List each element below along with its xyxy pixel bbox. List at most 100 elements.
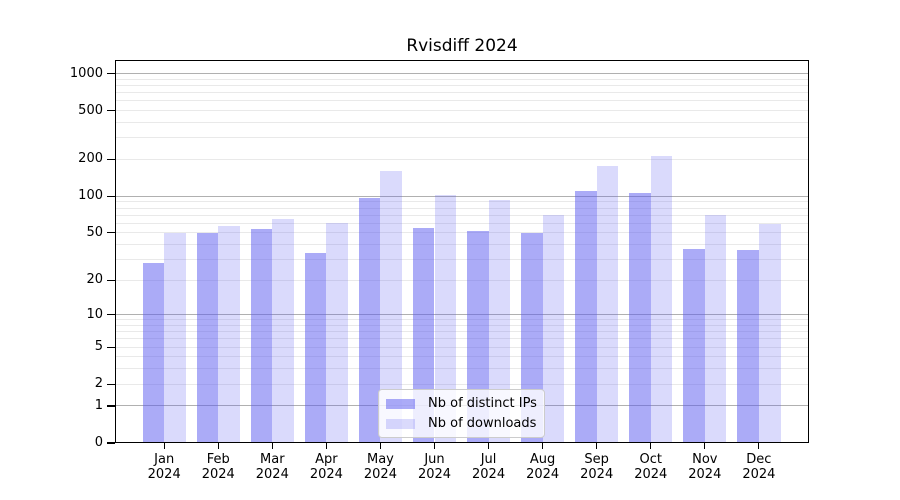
x-tick	[379, 443, 382, 449]
x-tick	[487, 443, 490, 449]
bar-distinct-ips-mar	[250, 228, 273, 443]
gridline	[115, 110, 809, 112]
x-label-year: 2024	[580, 467, 614, 482]
gridline	[115, 356, 809, 358]
x-tick	[704, 443, 706, 449]
x-tick	[217, 443, 219, 449]
gridline	[115, 78, 809, 80]
bar-downloads-aug	[542, 215, 565, 443]
y-tick	[107, 346, 115, 348]
y-tick-label: 0	[94, 435, 103, 450]
bar-distinct-ips-oct	[629, 192, 651, 443]
bar-distinct-ips-may	[358, 197, 381, 443]
bar-downloads-jun	[434, 194, 457, 443]
x-label-month: Mar	[260, 452, 285, 467]
plot-area: Nb of distinct IPs Nb of downloads	[115, 60, 809, 443]
bar-downloads-feb	[218, 225, 240, 443]
bar-distinct-ips-dec	[737, 249, 759, 443]
x-label-year: 2024	[742, 467, 776, 482]
gridline	[115, 243, 809, 245]
x-label-year: 2024	[634, 467, 668, 482]
bar-downloads-nov	[704, 215, 727, 443]
x-tick-label-sep: Sep 2024	[569, 452, 625, 482]
gridline	[115, 85, 809, 87]
legend: Nb of distinct IPs Nb of downloads	[378, 389, 545, 438]
gridline	[115, 319, 809, 321]
x-label-month: Nov	[692, 452, 718, 467]
y-tick	[107, 110, 115, 112]
x-label-month: Apr	[315, 452, 338, 467]
legend-label-downloads: Nb of downloads	[428, 416, 537, 431]
x-tick	[271, 443, 273, 449]
y-tick-label: 1000	[69, 65, 103, 81]
legend-item-downloads: Nb of downloads	[386, 416, 537, 431]
gridline	[115, 122, 809, 124]
y-tick	[107, 195, 115, 197]
x-tick	[433, 443, 436, 449]
gridline	[115, 279, 809, 281]
x-label-month: Jan	[154, 452, 175, 467]
bar-downloads-dec	[758, 224, 781, 443]
x-label-month: Oct	[639, 452, 662, 467]
gridline	[115, 346, 809, 348]
x-label-year: 2024	[201, 467, 235, 482]
bar-downloads-apr	[326, 223, 349, 443]
x-tick	[325, 443, 327, 449]
y-tick-label: 10	[86, 306, 103, 322]
gridline	[115, 201, 809, 203]
y-tick-label: 20	[86, 272, 103, 288]
y-tick	[107, 314, 115, 316]
bar-distinct-ips-nov	[683, 248, 705, 443]
x-label-month: Dec	[746, 452, 772, 467]
x-tick	[650, 443, 652, 449]
x-tick-label-jul: Jul 2024	[461, 452, 517, 482]
x-label-month: Jul	[480, 452, 497, 467]
gridline	[115, 314, 809, 316]
gridline	[115, 232, 809, 234]
gridline	[115, 368, 809, 370]
gridline	[115, 325, 809, 327]
y-tick	[107, 405, 115, 407]
x-tick-label-jan: Jan 2024	[136, 452, 192, 482]
x-label-month: Feb	[206, 452, 230, 467]
bar-distinct-ips-jan	[142, 262, 165, 443]
y-tick	[107, 158, 115, 161]
x-tick-label-apr: Apr 2024	[298, 452, 354, 482]
x-tick	[758, 443, 760, 449]
x-tick-label-oct: Oct 2024	[623, 452, 679, 482]
x-tick-label-mar: Mar 2024	[244, 452, 300, 482]
x-label-year: 2024	[688, 467, 722, 482]
bar-downloads-jan	[164, 232, 186, 443]
legend-swatch-downloads	[386, 418, 415, 429]
gridline	[115, 73, 809, 75]
x-label-year: 2024	[255, 467, 289, 482]
gridline	[115, 100, 809, 102]
bar-distinct-ips-apr	[304, 252, 327, 443]
gridline	[115, 214, 809, 216]
x-label-month: Aug	[529, 452, 556, 467]
x-label-year: 2024	[526, 467, 560, 482]
gridline	[115, 207, 809, 209]
gridline	[115, 195, 809, 197]
chart-title: Rvisdiff 2024	[406, 36, 518, 56]
gridline	[115, 383, 809, 385]
y-tick	[107, 73, 115, 75]
legend-label-distinct-ips: Nb of distinct IPs	[428, 396, 537, 411]
gridline	[115, 338, 809, 340]
bar-downloads-jul	[488, 200, 511, 443]
gridline	[115, 331, 809, 333]
x-tick	[542, 443, 544, 449]
bar-downloads-may	[380, 171, 403, 443]
bar-distinct-ips-sep	[574, 191, 597, 443]
y-tick	[107, 279, 115, 281]
gridline	[115, 158, 809, 160]
y-tick-label: 500	[78, 102, 103, 118]
x-tick-label-feb: Feb 2024	[190, 452, 246, 482]
y-tick-label: 50	[86, 224, 103, 240]
gridline	[115, 137, 809, 139]
x-tick	[163, 443, 165, 449]
y-tick-label: 5	[94, 339, 103, 355]
x-label-month: Sep	[584, 452, 609, 467]
x-tick-label-jun: Jun 2024	[407, 452, 463, 482]
